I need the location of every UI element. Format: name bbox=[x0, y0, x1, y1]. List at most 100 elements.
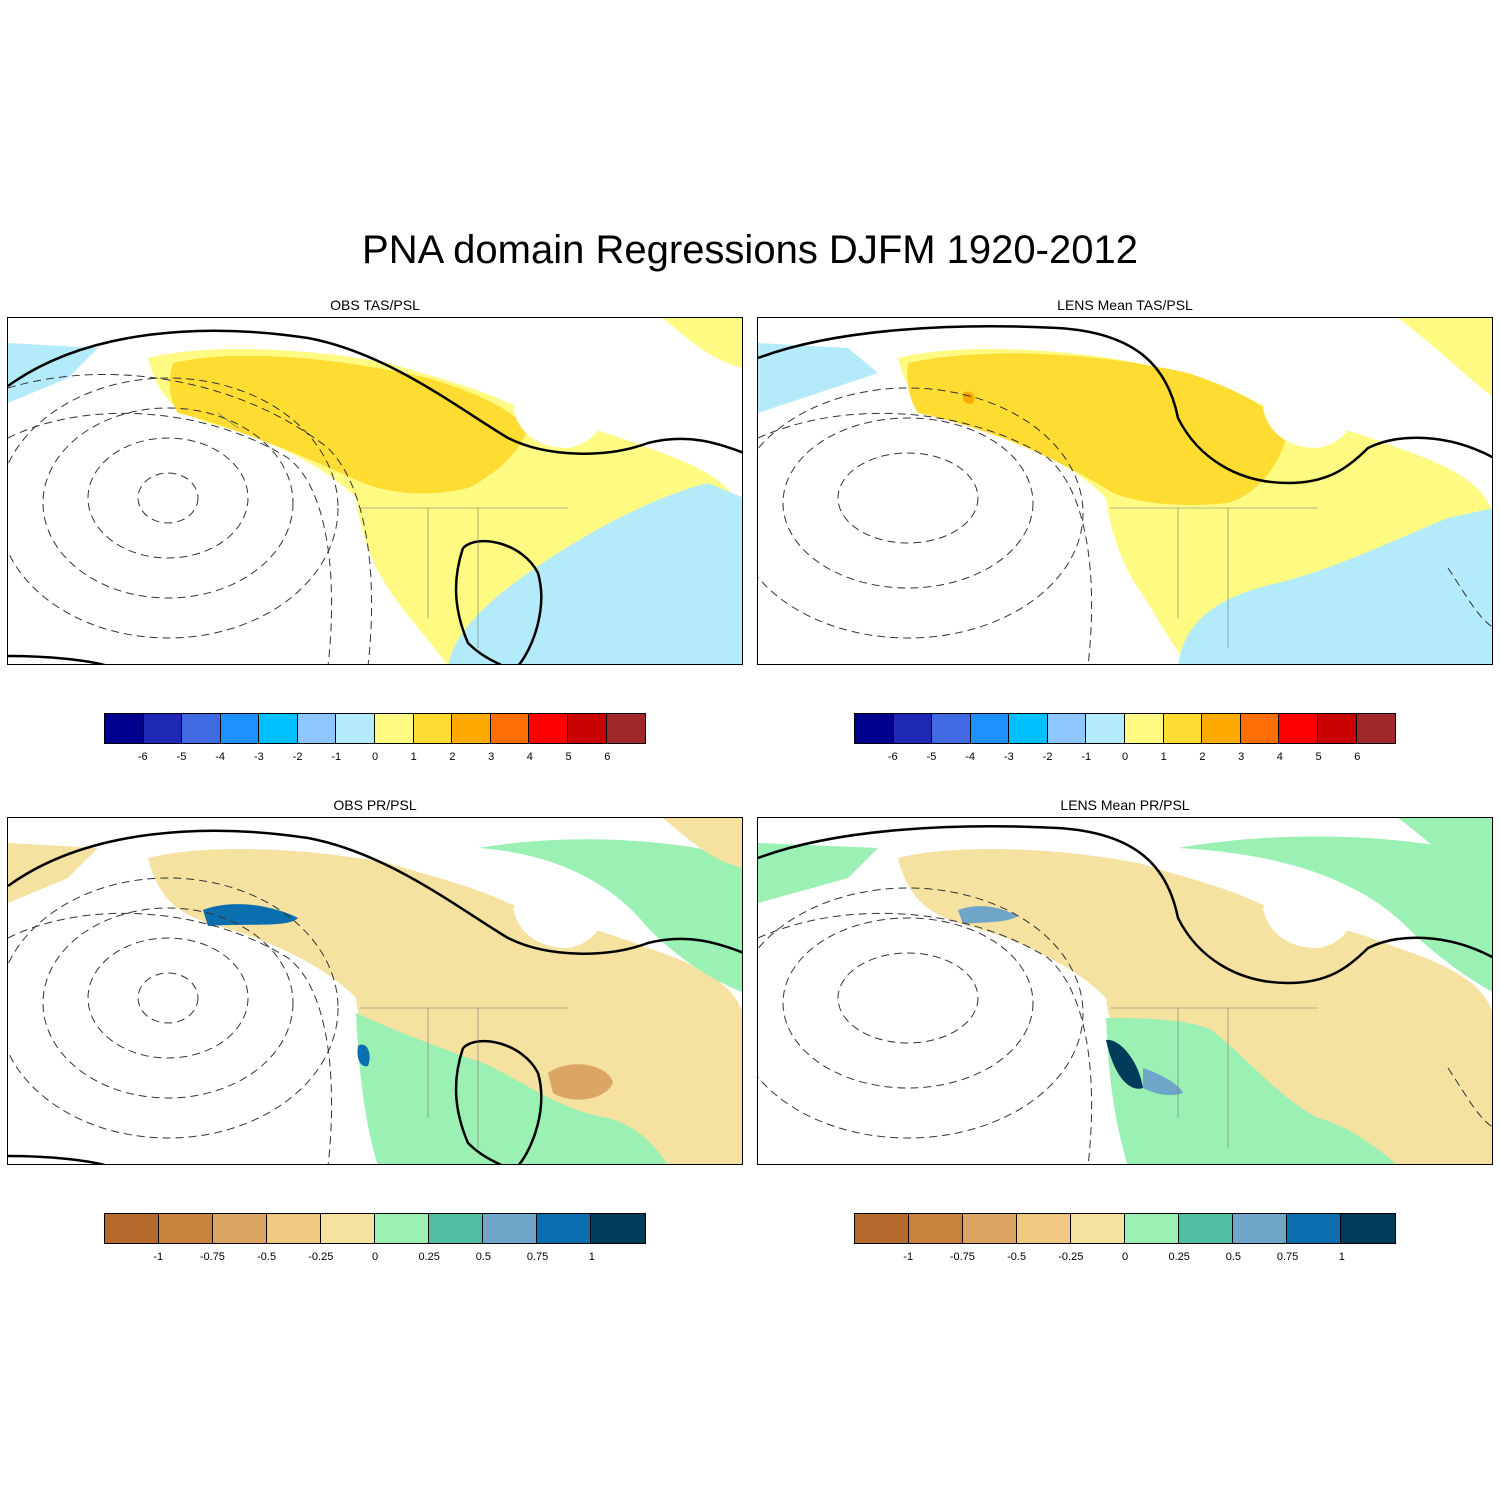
colorbar-swatch bbox=[1125, 714, 1164, 743]
colorbar-swatch bbox=[105, 1214, 159, 1243]
colorbar-swatch bbox=[606, 714, 646, 743]
colorbar-swatch bbox=[932, 714, 971, 743]
colorbar-label: -0.5 bbox=[257, 1251, 277, 1263]
colorbar-boxes bbox=[854, 713, 1396, 744]
colorbar-label: 0.75 bbox=[526, 1251, 549, 1263]
colorbar-label: -4 bbox=[215, 751, 226, 763]
land-wet-south bbox=[1106, 1018, 1396, 1164]
colorbar-swatch bbox=[336, 714, 376, 743]
colorbar-swatch bbox=[1179, 1214, 1233, 1243]
colorbar-label: -2 bbox=[292, 751, 303, 763]
colorbar-label: 0 bbox=[1121, 751, 1129, 763]
colorbar-swatch bbox=[591, 1214, 645, 1243]
colorbar-swatch bbox=[855, 1214, 909, 1243]
panel-title: LENS Mean PR/PSL bbox=[1060, 797, 1190, 813]
land-negative bbox=[1178, 508, 1492, 664]
land-wet-north bbox=[1178, 836, 1492, 992]
colorbar-swatch bbox=[1009, 714, 1048, 743]
colorbar-swatch bbox=[159, 1214, 213, 1243]
colorbar-swatch bbox=[259, 714, 298, 743]
colorbar-label: -0.25 bbox=[1058, 1251, 1084, 1263]
colorbar-label: -6 bbox=[887, 751, 898, 763]
colorbar-label: 0.25 bbox=[418, 1251, 440, 1263]
colorbar-swatch bbox=[567, 714, 607, 743]
greenland bbox=[663, 318, 742, 368]
colorbar-swatch bbox=[1017, 1214, 1071, 1243]
colorbar-swatch bbox=[1202, 714, 1241, 743]
colorbar-label: -6 bbox=[137, 751, 148, 763]
colorbar-label: -1 bbox=[903, 1251, 914, 1263]
colorbar-swatch bbox=[1240, 714, 1280, 743]
colorbar-label: 2 bbox=[1199, 751, 1206, 763]
colorbar-label: -1 bbox=[331, 751, 342, 763]
map-obs-pr bbox=[7, 817, 743, 1165]
land-warm-core bbox=[169, 355, 528, 494]
colorbar-label: -5 bbox=[176, 751, 187, 763]
colorbar-swatch bbox=[1287, 1214, 1341, 1243]
colorbar-swatch bbox=[220, 714, 260, 743]
colorbar-swatch bbox=[429, 1214, 483, 1243]
colorbar-swatch bbox=[1356, 714, 1396, 743]
colorbar-swatch bbox=[267, 1214, 321, 1243]
colorbar-swatch bbox=[1341, 1214, 1395, 1243]
land-dry-west bbox=[8, 843, 98, 903]
colorbar-label: 3 bbox=[1238, 751, 1245, 763]
land-negative-west bbox=[758, 343, 878, 413]
colorbar-label: 1 bbox=[588, 1251, 595, 1263]
colorbar-swatch bbox=[1071, 1214, 1125, 1243]
colorbar-boxes bbox=[854, 1213, 1396, 1244]
colorbar-label: 0.5 bbox=[475, 1251, 492, 1263]
colorbar-label: 1 bbox=[410, 751, 417, 763]
panel-title: OBS PR/PSL bbox=[333, 797, 417, 813]
colorbar-swatch bbox=[375, 1214, 429, 1243]
colorbar-label: 4 bbox=[1276, 751, 1283, 763]
colorbar-swatch bbox=[909, 1214, 963, 1243]
colorbar-label: 1 bbox=[1160, 751, 1167, 763]
colorbar-swatch bbox=[1317, 714, 1357, 743]
colorbar-label: -4 bbox=[965, 751, 976, 763]
colorbar-swatch bbox=[1086, 714, 1126, 743]
colorbar-swatch bbox=[963, 1214, 1017, 1243]
colorbar-swatch bbox=[143, 714, 183, 743]
colorbar-swatch bbox=[490, 714, 530, 743]
colorbar-boxes bbox=[104, 713, 646, 744]
colorbar-swatch bbox=[375, 714, 414, 743]
colorbar-boxes bbox=[104, 1213, 646, 1244]
colorbar-label: -0.5 bbox=[1007, 1251, 1027, 1263]
colorbar-swatch bbox=[1279, 714, 1318, 743]
land-wet-south bbox=[356, 1013, 667, 1164]
land-negative-west bbox=[8, 343, 98, 403]
land-negative bbox=[448, 483, 742, 664]
colorbar-swatch bbox=[483, 1214, 537, 1243]
hudson-bay bbox=[1263, 892, 1352, 948]
california-wet-edge bbox=[1143, 1068, 1183, 1096]
colorbar-swatch bbox=[1047, 714, 1087, 743]
colorbar-label: 1 bbox=[1338, 1251, 1345, 1263]
colorbar-swatch bbox=[182, 714, 221, 743]
colorbar-label: 0.5 bbox=[1225, 1251, 1242, 1263]
colorbar-swatch bbox=[452, 714, 491, 743]
greenland bbox=[1398, 318, 1492, 397]
colorbar-label: -1 bbox=[153, 1251, 164, 1263]
land-dry bbox=[898, 848, 1492, 1164]
colorbar-swatch bbox=[297, 714, 337, 743]
colorbar-label: -0.75 bbox=[199, 1251, 225, 1263]
greenland bbox=[663, 818, 742, 868]
colorbar-label: 2 bbox=[449, 751, 456, 763]
page-title: PNA domain Regressions DJFM 1920-2012 bbox=[362, 228, 1138, 272]
map-obs-tas bbox=[7, 317, 743, 665]
colorbar-swatch bbox=[537, 1214, 591, 1243]
colorbar-swatch bbox=[321, 1214, 375, 1243]
colorbar-swatch bbox=[1233, 1214, 1287, 1243]
panel-title: LENS Mean TAS/PSL bbox=[1057, 297, 1193, 313]
colorbar-label: -2 bbox=[1042, 751, 1053, 763]
dry-spot-ohio bbox=[548, 1064, 613, 1100]
colorbar-label: -0.75 bbox=[949, 1251, 975, 1263]
colorbar-label: 0 bbox=[1121, 1251, 1129, 1263]
colorbar-label: -3 bbox=[253, 751, 264, 763]
colorbar-label: -5 bbox=[926, 751, 937, 763]
california-wet bbox=[357, 1044, 370, 1067]
greenland bbox=[1398, 818, 1492, 897]
colorbar-swatch bbox=[1163, 714, 1203, 743]
colorbar-swatch bbox=[970, 714, 1010, 743]
